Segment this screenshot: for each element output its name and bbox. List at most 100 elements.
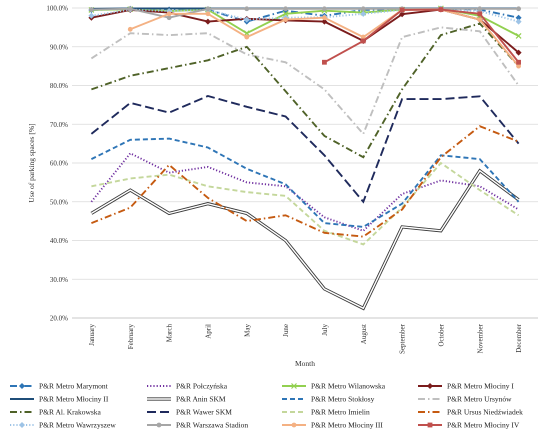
legend-item: P&R Metro Imielin [282, 408, 370, 417]
point-marker [360, 34, 366, 40]
y-tick-label: 70.0% [50, 121, 68, 129]
legend-item: P&R Metro Ursynów [418, 395, 512, 404]
series-8 [91, 22, 520, 159]
point-marker [244, 34, 250, 40]
series-line [91, 161, 520, 246]
point-marker [360, 6, 366, 12]
x-tick-label: July [321, 324, 329, 336]
point-marker [360, 10, 367, 17]
point-marker [399, 7, 405, 13]
legend-label: P&R Metro Wilanowska [311, 382, 386, 391]
series-15 [322, 7, 521, 65]
y-tick-label: 60.0% [50, 160, 68, 168]
point-marker [427, 422, 433, 428]
point-marker [516, 59, 521, 65]
y-tick-label: 40.0% [50, 237, 68, 245]
legend-label: P&R Metro Marymont [39, 382, 109, 391]
legend-label: P&R Metro Młociny II [39, 395, 109, 404]
x-tick-label: April [204, 324, 212, 339]
point-marker [88, 12, 95, 19]
point-marker [283, 6, 288, 12]
legend-item: P&R Metro Młociny II [10, 395, 109, 404]
series-line [90, 94, 520, 204]
legend-label: P&R Metro Młociny IV [447, 421, 520, 430]
y-tick-label: 50.0% [50, 198, 68, 206]
legend-label: P&R Metro Imielin [311, 408, 370, 417]
x-tick-label: December [515, 323, 523, 352]
legend-label: P&R Metro Wawrzyszew [39, 421, 116, 430]
y-tick-label: 90.0% [50, 43, 68, 51]
x-tick-label: June [282, 324, 290, 337]
point-marker [244, 6, 250, 12]
series-line [90, 152, 520, 232]
series-line [323, 8, 520, 64]
series-lines [88, 5, 522, 311]
legend-item: P&R Metro Wilanowska [282, 382, 386, 391]
point-marker [291, 422, 297, 428]
x-tick-label: March [166, 324, 174, 343]
legend-item: P&R Połczyńska [147, 382, 228, 391]
x-tick-label: September [399, 323, 407, 354]
point-marker [515, 14, 522, 21]
point-marker [89, 7, 94, 12]
series-1 [90, 152, 520, 232]
x-axis-ticks: January February March April May June July Augu… [88, 323, 523, 354]
y-axis-ticks: 20.0% 30.0% 40.0% 50.0% 60.0% 70.0% 80.0% 90.0%… [46, 5, 68, 323]
legend-item: P&R Warszawa Stadion [147, 421, 248, 430]
point-marker [516, 6, 521, 12]
legend-item: P&R Anin SKM [147, 395, 226, 404]
point-marker [360, 38, 366, 44]
legend-label: P&R Warszawa Stadion [176, 421, 248, 430]
series-9 [90, 94, 520, 204]
series-5 [90, 168, 520, 311]
series-11 [91, 125, 519, 238]
series-6 [90, 137, 520, 228]
point-marker [515, 32, 522, 39]
x-tick-label: November [476, 323, 484, 353]
point-marker [283, 17, 288, 23]
series-line-outer [90, 168, 520, 311]
y-tick-label: 100.0% [46, 5, 68, 13]
point-marker [166, 11, 172, 17]
series-line [91, 22, 520, 159]
point-marker [205, 11, 211, 17]
series-line-inner [91, 169, 520, 310]
series-10 [91, 161, 520, 246]
y-axis-label: Use of parking spaces [%] [27, 123, 36, 202]
legend-label: P&R Metro Ursynów [447, 395, 512, 404]
legend-item: P&R Metro Młociny III [282, 421, 383, 430]
series-line [91, 125, 519, 238]
point-marker [515, 18, 522, 25]
y-tick-label: 20.0% [50, 315, 68, 323]
y-tick-label: 30.0% [50, 276, 68, 284]
legend-label: P&R Metro Stokłosy [311, 395, 375, 404]
series-line [90, 137, 520, 228]
point-marker [438, 7, 444, 12]
legend-item: P&R Metro Marymont [10, 382, 109, 391]
legend-label: P&R Metro Młociny III [311, 421, 383, 430]
point-marker [282, 10, 289, 17]
x-axis-label: Month [295, 359, 315, 368]
y-tick-label: 80.0% [50, 82, 68, 90]
legend-item: P&R Ursus Niedźwiadek [418, 408, 523, 417]
legend-item: P&R Al. Krakowska [10, 408, 102, 417]
x-tick-label: October [437, 323, 445, 346]
legend-label: P&R Ursus Niedźwiadek [447, 408, 523, 417]
point-marker [166, 15, 172, 21]
legend-label: P&R Wawer SKM [176, 408, 232, 417]
x-tick-label: August [360, 324, 368, 344]
point-marker [322, 59, 327, 65]
point-marker [515, 49, 522, 56]
point-marker [322, 15, 327, 21]
point-marker [477, 11, 483, 17]
point-marker [156, 422, 162, 428]
point-marker [399, 11, 406, 18]
point-marker [322, 6, 327, 12]
legend-item: P&R Metro Wawrzyszew [10, 421, 116, 430]
legend: P&R Metro Marymont P&R Połczyńska P&R Metr… [10, 382, 523, 430]
point-marker [321, 18, 328, 25]
legend-label: P&R Al. Krakowska [39, 408, 102, 417]
x-tick-label: January [88, 324, 96, 346]
point-marker [243, 30, 250, 37]
